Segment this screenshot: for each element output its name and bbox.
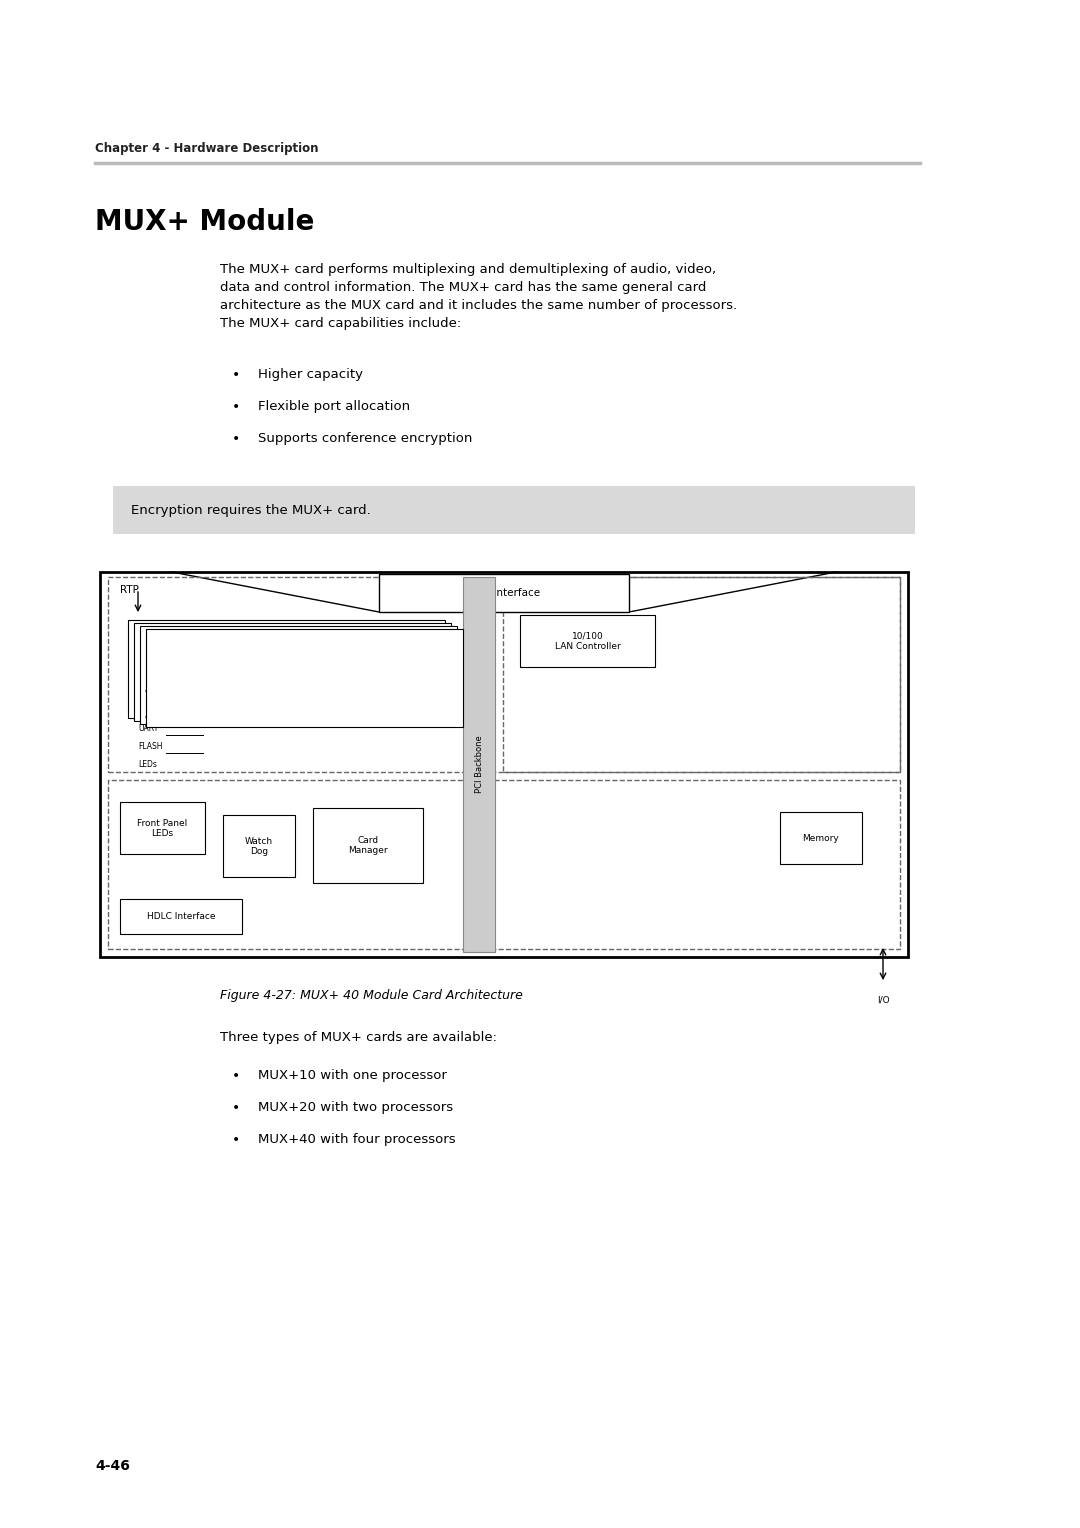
Text: Memory: Memory [157,703,188,712]
Text: Front Panel
LEDs: Front Panel LEDs [137,819,188,837]
Text: MUX+40 with four processors: MUX+40 with four processors [258,1132,456,1146]
Text: Card
Manager: Card Manager [348,836,388,856]
Text: FPGA: FPGA [166,651,190,660]
Text: 4-46: 4-46 [95,1459,130,1473]
Text: TDM Interface: TDM Interface [468,588,541,597]
Text: •: • [232,1102,240,1115]
Text: Encryption requires the MUX+ card.: Encryption requires the MUX+ card. [131,504,370,516]
Text: Flexible port allocation: Flexible port allocation [258,400,410,413]
Text: 10/100
LAN Controller: 10/100 LAN Controller [555,631,620,651]
FancyBboxPatch shape [379,575,629,613]
Text: •: • [232,400,240,414]
Text: x4: x4 [419,674,431,685]
Text: Supports conference encryption: Supports conference encryption [258,432,472,445]
Text: RTP: RTP [120,585,139,594]
FancyBboxPatch shape [134,623,451,721]
FancyBboxPatch shape [113,486,915,533]
FancyBboxPatch shape [519,614,654,668]
FancyBboxPatch shape [313,808,423,883]
Text: MUX+ Module: MUX+ Module [95,208,314,235]
Text: I/O: I/O [877,995,889,1004]
FancyBboxPatch shape [120,898,242,934]
Ellipse shape [146,686,198,695]
FancyBboxPatch shape [780,813,862,865]
FancyBboxPatch shape [282,671,345,709]
Text: UART: UART [138,724,159,733]
Text: Memory: Memory [802,834,839,843]
FancyBboxPatch shape [140,626,457,724]
Text: Three types of MUX+ cards are available:: Three types of MUX+ cards are available: [220,1031,497,1044]
Text: Watch
Dog: Watch Dog [245,836,273,856]
Text: Higher capacity: Higher capacity [258,368,363,380]
Text: System
controller: System controller [230,680,268,700]
FancyBboxPatch shape [129,620,445,718]
Text: •: • [232,1132,240,1148]
FancyBboxPatch shape [146,630,463,727]
Text: LEDs: LEDs [138,759,157,769]
Text: Chapter 4 - Hardware Description: Chapter 4 - Hardware Description [95,142,319,154]
FancyBboxPatch shape [120,802,205,854]
FancyBboxPatch shape [218,671,280,709]
Text: HDLC Interface: HDLC Interface [147,912,215,921]
Text: •: • [232,1070,240,1083]
FancyBboxPatch shape [148,642,208,669]
Text: PCI Backbone: PCI Backbone [474,735,484,793]
Text: Figure 4-27: MUX+ 40 Module Card Architecture: Figure 4-27: MUX+ 40 Module Card Archite… [220,989,523,1002]
Text: •: • [232,368,240,382]
Text: MUX+
Processor: MUX+ Processor [295,680,332,700]
Text: •: • [232,432,240,446]
FancyBboxPatch shape [463,578,495,952]
FancyBboxPatch shape [100,571,908,957]
Text: FLASH: FLASH [138,743,162,750]
FancyBboxPatch shape [146,691,198,717]
Text: The MUX+ card performs multiplexing and demultiplexing of audio, video,
data and: The MUX+ card performs multiplexing and … [220,263,738,330]
Text: MUX+20 with two processors: MUX+20 with two processors [258,1102,454,1114]
Ellipse shape [146,712,198,723]
Text: MUX+10 with one processor: MUX+10 with one processor [258,1070,447,1082]
FancyBboxPatch shape [222,816,295,877]
